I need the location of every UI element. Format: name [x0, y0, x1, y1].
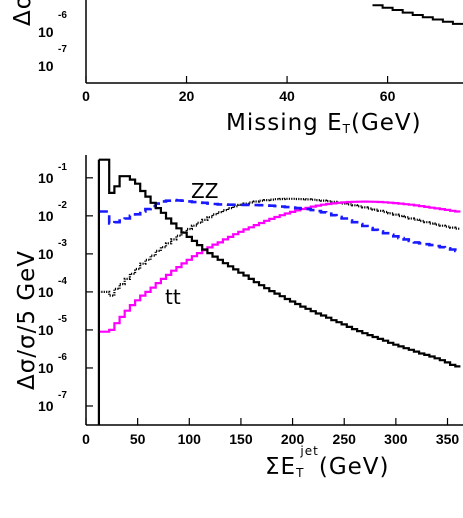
main-ytick-exp: -5	[58, 314, 67, 325]
main-xtick-label: 250	[333, 431, 357, 447]
top-series-line	[372, 4, 463, 25]
top-ytick-exp: -6	[58, 10, 67, 21]
main-xtick-label: 50	[130, 431, 146, 447]
main-ytick-base: 10	[38, 246, 54, 262]
main-xtick-label: 350	[436, 431, 460, 447]
main-ytick-base: 10	[38, 170, 54, 186]
top-ytick-base: 10	[38, 58, 54, 74]
top-ylabel: Δσ	[10, 0, 36, 26]
main-xtick-label: 0	[82, 431, 90, 447]
top-series-layer	[372, 4, 463, 25]
top-yticks: 10 -6 10 -7	[38, 10, 67, 74]
top-axes-frame	[85, 0, 463, 84]
main-ytick-base: 10	[38, 284, 54, 300]
main-xtick-label: 150	[229, 431, 253, 447]
dotted-line	[98, 197, 461, 297]
main-series-layer	[97, 158, 461, 425]
top-xlabel: Missing ET(GeV)	[226, 110, 422, 136]
top-panel: Δσ 10 -6 10 -7 0 20 40 60 Missing ET(GeV)	[10, 0, 463, 136]
main-ytick-base: 10	[38, 208, 54, 224]
main-ytick-exp: -2	[58, 200, 67, 211]
main-panel: Δσ/σ/5 GeV 10-110-210-310-410-510-610-7 …	[14, 155, 463, 480]
main-ytick-exp: -6	[58, 352, 67, 363]
tt-line	[98, 200, 461, 333]
top-xtick-label: 40	[279, 88, 295, 104]
top-xtick-label: 20	[179, 88, 195, 104]
top-ytick-exp: -7	[58, 44, 67, 55]
main-yticks: 10 -1 10 -2 10 -3 10 -4 10 -5 10 -6 10 -7	[38, 162, 93, 414]
top-xtick-label: 60	[380, 88, 396, 104]
main-axes-frame	[85, 155, 463, 426]
main-ylabel: Δσ/σ/5 GeV	[14, 250, 40, 390]
zz-line	[98, 198, 461, 253]
main-ytick-exp: -4	[58, 276, 67, 287]
annotation-tt: tt	[165, 285, 181, 309]
main-xticks: 0 50 100 150 200 250 300 350	[82, 418, 459, 447]
main-ytick-base: 10	[38, 322, 54, 338]
top-xticks: 0 20 40 60	[82, 76, 396, 104]
main-ytick-base: 10	[38, 398, 54, 414]
top-xtick-label: 0	[82, 88, 90, 104]
main-xtick-label: 100	[178, 431, 202, 447]
main-ytick-exp: -7	[58, 390, 67, 401]
main-ytick-base: 10	[38, 360, 54, 376]
background-line	[98, 158, 461, 368]
main-xlabel: ΣETjet(GeV)	[265, 444, 390, 480]
main-ytick-exp: -3	[58, 238, 67, 249]
main-xtick-label: 300	[384, 431, 408, 447]
annotation-zz: ZZ	[191, 179, 218, 203]
main-xtick-label: 200	[281, 431, 305, 447]
top-ytick-base: 10	[38, 24, 54, 40]
main-ytick-exp: -1	[58, 162, 67, 173]
